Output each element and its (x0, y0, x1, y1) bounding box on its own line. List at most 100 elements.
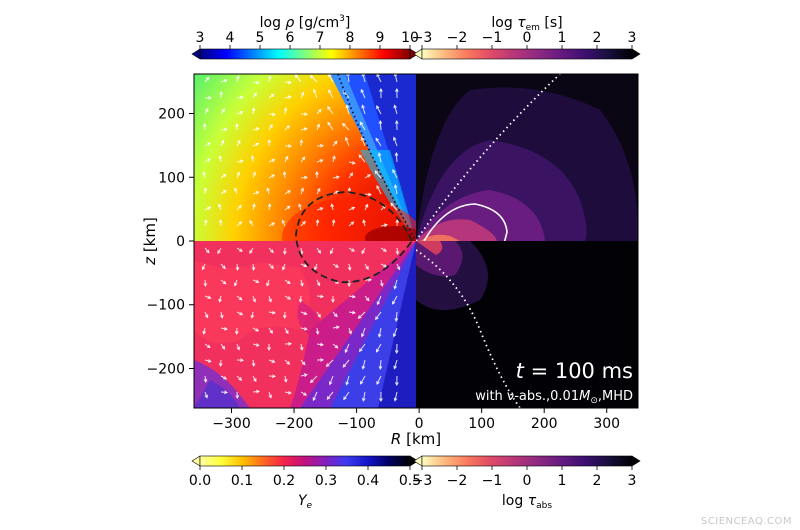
velocity-arrow-head (208, 96, 213, 100)
velocity-arrow-head (317, 313, 321, 318)
velocity-arrow (376, 343, 382, 353)
velocity-arrow-head (255, 343, 260, 347)
colorbar-tick-label: 9 (376, 30, 385, 46)
velocity-arrow-head (272, 112, 277, 117)
velocity-arrow-head (217, 250, 221, 255)
colorbar-tick-label: 0.2 (273, 473, 295, 489)
velocity-arrow-head (349, 172, 354, 177)
velocity-arrow-head (394, 151, 399, 156)
velocity-arrow (328, 74, 334, 83)
velocity-arrow (392, 169, 398, 179)
velocity-arrow-head (335, 325, 340, 330)
velocity-arrow-head (267, 138, 272, 143)
velocity-arrow-head (235, 75, 240, 80)
velocity-arrow (393, 327, 398, 337)
velocity-arrow-head (309, 379, 314, 384)
velocity-arrow-head (320, 143, 325, 148)
velocity-arrow-head (283, 107, 288, 112)
velocity-arrow-head (269, 123, 273, 128)
velocity-arrow-head (319, 159, 324, 163)
velocity-arrow (362, 391, 366, 401)
velocity-arrow-head (383, 248, 387, 252)
velocity-arrow-head (249, 219, 253, 224)
velocity-arrow-head (239, 110, 244, 115)
velocity-arrow-head (203, 186, 208, 191)
velocity-arrow (361, 327, 366, 337)
velocity-arrow-head (327, 121, 331, 126)
velocity-arrow-head (361, 250, 365, 255)
x-tick-label: −100 (337, 416, 375, 432)
velocity-arrow-head (221, 345, 226, 350)
velocity-arrow-head (249, 250, 253, 255)
velocity-arrow-head (288, 144, 293, 148)
velocity-arrow-head (316, 187, 321, 192)
velocity-arrow-head (376, 184, 380, 189)
velocity-arrow-head (320, 358, 325, 362)
velocity-arrow-head (360, 333, 365, 338)
velocity-arrow-head (299, 346, 304, 351)
velocity-arrow-head (394, 382, 399, 387)
velocity-arrow-head (364, 203, 369, 208)
velocity-arrow-head (312, 397, 317, 402)
velocity-arrow-head (394, 350, 399, 355)
velocity-arrow-head (298, 203, 302, 208)
colorbar-tick-label: −1 (482, 30, 503, 46)
velocity-arrow (327, 122, 334, 131)
velocity-arrow (394, 105, 398, 115)
velocity-arrow-head (271, 158, 276, 163)
velocity-arrow-head (342, 363, 347, 368)
velocity-arrow-head (376, 74, 380, 77)
velocity-arrow-head (238, 377, 243, 381)
velocity-arrow-head (335, 175, 340, 180)
velocity-arrow (374, 170, 382, 179)
velocity-arrow-head (251, 107, 256, 112)
velocity-arrow-head (267, 347, 271, 352)
velocity-arrow (376, 185, 382, 195)
velocity-arrow-head (395, 250, 400, 255)
velocity-arrow (342, 90, 350, 99)
velocity-arrow-head (344, 136, 349, 141)
velocity-arrow-head (367, 192, 372, 197)
velocity-arrow-head (347, 186, 352, 191)
velocity-arrow-head (270, 265, 274, 269)
velocity-arrow (376, 375, 382, 385)
velocity-arrow-head (396, 266, 401, 271)
ye-corner-deep (194, 380, 240, 408)
ye-funnel-wall (290, 241, 416, 408)
colorbar-tick-label: −2 (447, 30, 468, 46)
velocity-arrow-head (218, 203, 222, 208)
colorbar-tick-label: 4 (226, 30, 235, 46)
velocity-arrow (342, 123, 350, 131)
velocity-arrow-head (206, 344, 211, 349)
absorption-timescale-panel (416, 241, 638, 408)
velocity-arrow-head (315, 330, 320, 335)
velocity-arrow-head (223, 376, 228, 380)
velocity-arrow-head (328, 381, 333, 386)
velocity-arrow-head (288, 80, 293, 85)
velocity-arrow (377, 295, 382, 305)
velocity-arrow-head (251, 362, 256, 367)
velocity-arrow-head (287, 190, 291, 194)
velocity-arrow-head (235, 266, 240, 271)
velocity-arrow-head (392, 136, 397, 141)
velocity-arrow-head (224, 390, 229, 395)
velocity-arrow-head (239, 95, 244, 100)
velocity-arrow-head (222, 280, 227, 285)
colorbar-tick-label: 5 (256, 30, 265, 46)
velocity-arrow-head (304, 112, 309, 117)
velocity-arrow-head (390, 202, 394, 207)
velocity-arrow (312, 391, 318, 401)
velocity-arrow-head (376, 301, 381, 306)
velocity-arrow (313, 89, 318, 99)
velocity-arrow-head (287, 296, 292, 300)
colorbar-tick-label: 0.4 (357, 473, 379, 489)
x-axis: −300 −200 −100 0 100 200 300 (212, 408, 620, 432)
velocity-arrow-head (253, 92, 257, 97)
velocity-arrow-head (393, 104, 398, 109)
colorbar-absorption: log τabs −3 −2 −1 0 1 2 3 (412, 455, 641, 511)
velocity-arrow-head (347, 283, 351, 288)
velocity-arrow-head (202, 122, 207, 127)
velocity-arrow-head (328, 89, 332, 94)
emission-core (420, 234, 460, 241)
velocity-arrow (360, 375, 366, 385)
